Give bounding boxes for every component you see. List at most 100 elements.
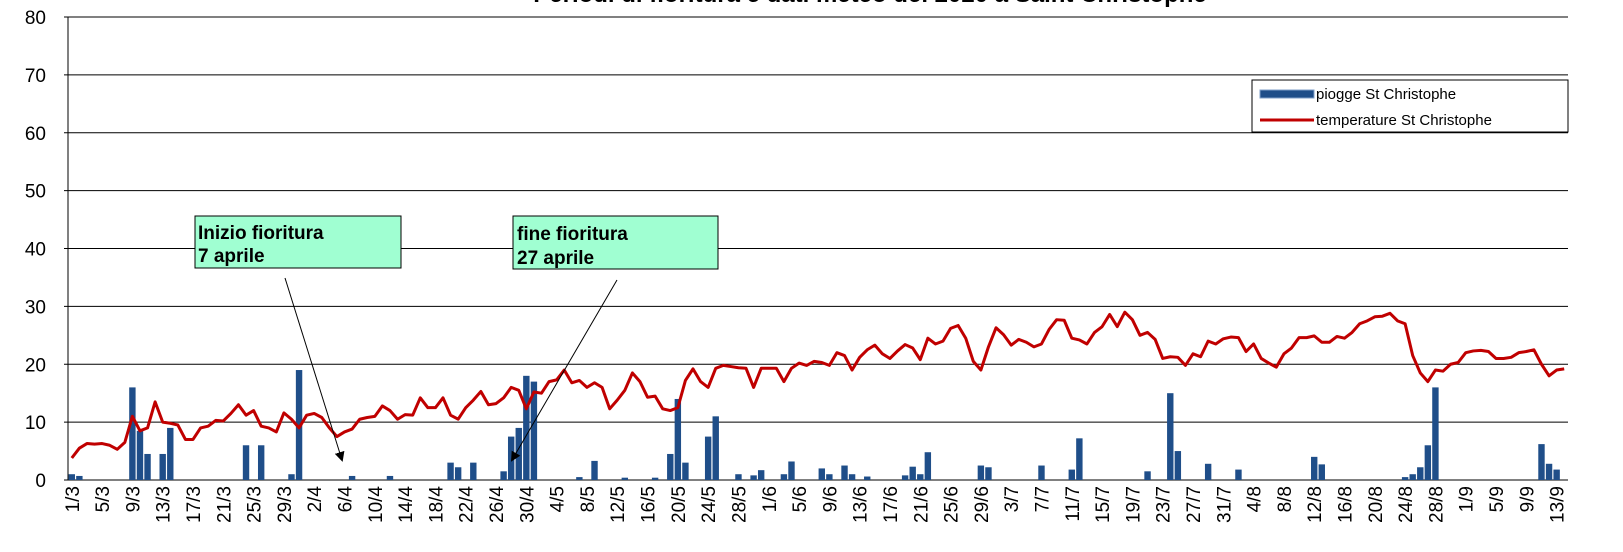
bar <box>621 477 629 480</box>
x-tick-label: 21/3 <box>214 486 235 523</box>
bar <box>1538 444 1545 480</box>
bar <box>667 453 674 480</box>
x-tick-label: 17/6 <box>881 486 902 523</box>
y-tick-label: 40 <box>25 240 46 261</box>
annotation: fine fioritura <box>517 224 628 245</box>
x-tick-label: 16/8 <box>1336 486 1357 523</box>
x-tick-label: 16/5 <box>639 486 660 523</box>
bar <box>985 467 992 480</box>
bar <box>864 476 871 480</box>
bar <box>257 445 265 480</box>
x-tick-label: 12/5 <box>608 486 629 523</box>
x-tick-label: 1/3 <box>63 486 84 512</box>
bar <box>1311 456 1318 480</box>
x-tick-label: 5/6 <box>790 486 811 512</box>
legend-swatch <box>1259 89 1315 99</box>
annotation-box <box>194 215 402 269</box>
x-tick-label: 8/5 <box>578 486 599 512</box>
bar <box>1553 469 1560 480</box>
x-tick-label: 8/8 <box>1275 486 1296 512</box>
x-tick-label: 14/4 <box>396 486 417 523</box>
bar <box>757 470 765 480</box>
bar <box>917 474 924 480</box>
x-tick-label: 27/7 <box>1184 486 1205 523</box>
x-tick-label: 24/5 <box>699 486 720 523</box>
annotation: 7 aprile <box>198 246 265 267</box>
bar <box>674 398 682 480</box>
bar <box>735 474 742 480</box>
bar <box>1068 469 1075 480</box>
x-tick-label: 13/6 <box>851 486 872 523</box>
x-tick-label: 18/4 <box>426 486 447 523</box>
bar <box>1167 393 1174 480</box>
bar <box>386 475 394 480</box>
x-tick-label: 9/9 <box>1517 486 1538 512</box>
x-tick-label: 15/7 <box>1093 486 1114 523</box>
bar <box>515 427 522 480</box>
bar <box>826 474 833 480</box>
y-tick-label: 30 <box>25 297 46 318</box>
x-tick-label: 3/7 <box>1002 486 1023 512</box>
bar <box>1235 469 1242 480</box>
bar <box>129 387 136 480</box>
annotation-box <box>512 215 719 270</box>
x-tick-label: 30/4 <box>517 486 538 523</box>
bar <box>159 453 166 480</box>
x-tick-label: 10/4 <box>366 486 387 523</box>
bar <box>348 475 356 480</box>
bar <box>242 445 250 480</box>
x-tick-label: 28/8 <box>1426 486 1447 523</box>
bar <box>1401 477 1409 480</box>
bar <box>1417 467 1424 480</box>
bar <box>454 467 462 480</box>
y-tick-label: 20 <box>25 355 46 376</box>
bar <box>909 466 916 480</box>
x-tick-label: 13/3 <box>154 486 175 523</box>
bar <box>576 477 583 480</box>
legend-box <box>1251 79 1569 133</box>
x-tick-label: 25/3 <box>245 486 266 523</box>
bar <box>68 474 75 480</box>
x-tick-label: 29/6 <box>972 486 993 523</box>
annotation: Inizio fioritura <box>198 223 324 244</box>
x-tick-label: 1/9 <box>1457 486 1478 512</box>
bar <box>1318 464 1325 480</box>
x-tick-label: 5/3 <box>93 486 114 512</box>
legend-label: temperature St Christophe <box>1316 112 1492 129</box>
bar <box>818 468 825 480</box>
bar <box>651 477 659 480</box>
arrow <box>510 279 618 462</box>
bar <box>1204 463 1212 480</box>
x-tick-label: 31/7 <box>1214 486 1235 523</box>
bar <box>167 427 174 480</box>
bar <box>682 462 689 480</box>
bar <box>1076 438 1083 480</box>
x-tick-label: 7/7 <box>1032 486 1053 512</box>
bar <box>136 430 144 480</box>
y-tick-label: 80 <box>25 8 46 29</box>
bar <box>780 474 788 480</box>
bar <box>1409 474 1416 480</box>
bar <box>750 475 757 480</box>
x-tick-label: 5/9 <box>1487 486 1508 512</box>
x-tick-label: 17/3 <box>184 486 205 523</box>
x-tick-label: 26/4 <box>487 486 508 523</box>
bar <box>848 474 856 480</box>
x-tick-label: 6/4 <box>336 486 357 513</box>
bar <box>1545 463 1553 480</box>
x-tick-label: 21/6 <box>911 486 932 523</box>
x-tick-label: 25/6 <box>942 486 963 523</box>
x-tick-label: 29/3 <box>275 486 296 523</box>
bar <box>500 471 507 480</box>
y-tick-label: 60 <box>25 124 46 145</box>
bar <box>288 474 295 480</box>
x-tick-label: 1/6 <box>760 486 781 512</box>
bar <box>76 475 83 480</box>
legend-label: piogge St Christophe <box>1316 86 1456 103</box>
bar <box>1174 451 1182 480</box>
bar <box>1038 465 1045 480</box>
x-tick-label: 13/9 <box>1548 486 1569 523</box>
x-tick-label: 11/7 <box>1063 486 1084 522</box>
x-tick-label: 20/5 <box>669 486 690 523</box>
